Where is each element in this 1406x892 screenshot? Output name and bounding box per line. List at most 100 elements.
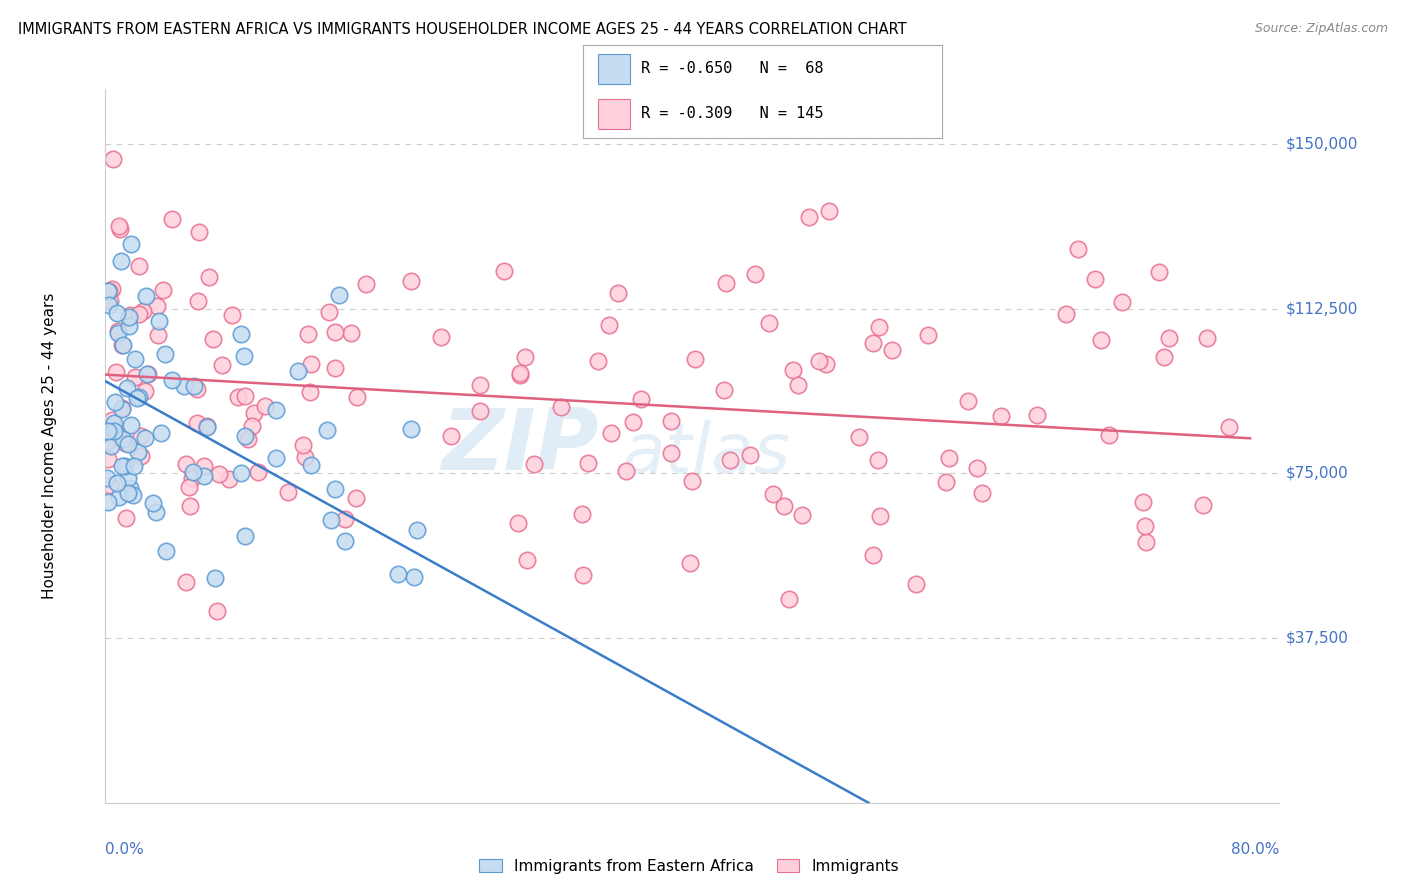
Point [186,383,208,397]
Point [114,459,136,474]
Point [430,330,453,344]
Point [201,332,224,346]
Point [333,512,356,526]
Point [744,267,766,281]
Point [990,409,1012,423]
Point [600,426,623,441]
Text: R = -0.650   N =  68: R = -0.650 N = 68 [641,62,824,77]
Point [1218,420,1240,434]
Point [136,368,159,382]
Point [772,499,794,513]
Point [124,369,146,384]
Point [778,592,800,607]
Point [917,327,939,342]
Point [1195,331,1218,345]
Point [204,572,226,586]
Point [107,326,129,340]
Point [101,153,124,167]
Point [132,304,155,318]
Point [211,358,233,372]
Text: $37,500: $37,500 [1285,631,1348,646]
Point [108,490,131,504]
Point [134,431,156,445]
Point [681,474,703,488]
Point [120,481,142,495]
Point [468,404,491,418]
Point [107,219,129,234]
Point [325,361,347,376]
Point [120,308,142,322]
Legend: Immigrants from Eastern Africa, Immigrants: Immigrants from Eastern Africa, Immigran… [472,853,905,880]
Point [186,416,208,430]
Point [714,276,737,290]
Point [938,450,960,465]
Point [325,483,347,497]
Point [299,458,322,472]
Text: $112,500: $112,500 [1285,301,1358,317]
Point [180,471,202,485]
Point [97,285,120,299]
Point [122,458,145,473]
Point [294,450,316,465]
Point [1111,294,1133,309]
Point [550,400,572,414]
Point [523,457,546,471]
Point [103,416,125,430]
Point [678,556,700,570]
Point [207,467,229,482]
Point [1056,307,1078,321]
Point [97,452,120,467]
Point [328,288,350,302]
Point [115,510,138,524]
Point [354,277,377,292]
Point [149,425,172,440]
Point [509,367,531,381]
Point [243,406,266,420]
Point [221,308,243,322]
Point [439,428,461,442]
Point [236,432,259,446]
Point [614,464,637,478]
Point [97,285,120,299]
Point [229,466,252,480]
Point [111,432,134,446]
Point [738,448,761,462]
Point [111,338,134,352]
Point [277,485,299,500]
Point [862,548,884,562]
Point [128,307,150,321]
Point [630,392,652,407]
Point [571,507,593,521]
Point [957,393,980,408]
Point [606,285,628,300]
Point [125,391,148,405]
Point [402,570,425,584]
Point [146,327,169,342]
Point [494,264,516,278]
Point [188,225,211,239]
Point [659,446,682,460]
Point [193,469,215,483]
Point [124,352,146,367]
Point [797,210,820,224]
Text: ZIP: ZIP [441,404,599,488]
Point [1135,534,1157,549]
Point [1090,333,1112,347]
Point [598,318,620,332]
Point [346,390,368,404]
Point [103,424,125,438]
Point [112,338,135,352]
Point [254,399,277,413]
Point [904,576,927,591]
Point [100,413,122,427]
Point [120,237,142,252]
Point [195,420,218,434]
Point [340,326,363,340]
Point [264,451,287,466]
Text: Householder Income Ages 25 - 44 years: Householder Income Ages 25 - 44 years [42,293,56,599]
Point [193,459,215,474]
Point [621,415,644,429]
Point [406,523,429,537]
Point [1066,242,1088,256]
Point [299,357,322,371]
